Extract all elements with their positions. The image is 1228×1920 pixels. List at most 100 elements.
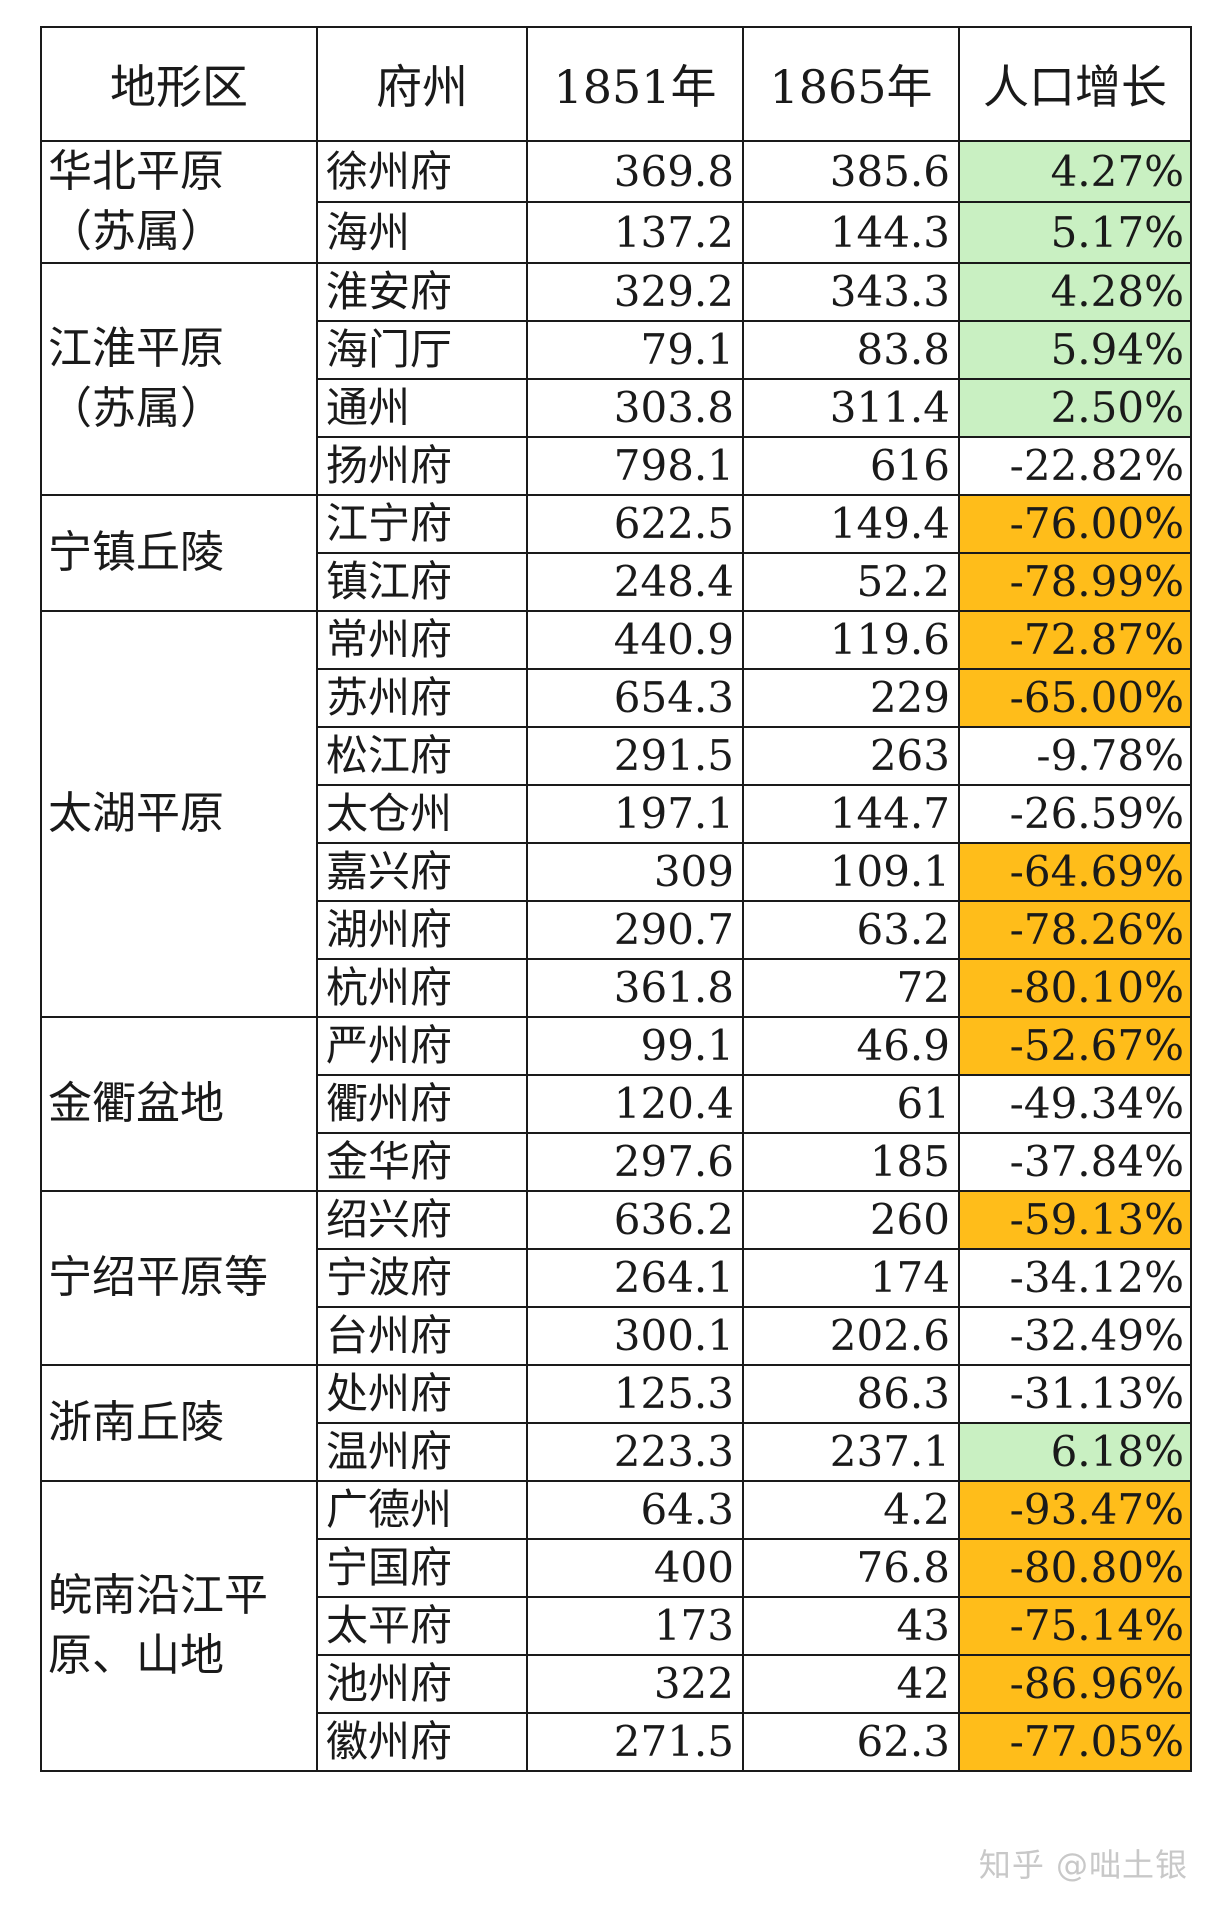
table-row: 台州府 300.1 202.6 -32.49%	[41, 1306, 1192, 1366]
region-cell: 华北平原（苏属）	[40, 140, 318, 264]
value-1865-cell: 237.1	[742, 1422, 960, 1482]
growth-cell: -37.84%	[958, 1132, 1192, 1192]
value-1851-cell: 248.4	[526, 552, 744, 612]
table-row: 衢州府 120.4 61 -49.34%	[41, 1074, 1192, 1134]
prefecture-cell: 徽州府	[316, 1712, 528, 1772]
value-1851-cell: 329.2	[526, 262, 744, 322]
value-1851-cell: 290.7	[526, 900, 744, 960]
table-row: 江淮平原（苏属） 淮安府 329.2 343.3 4.28%	[40, 262, 1192, 496]
value-1865-cell: 83.8	[742, 320, 960, 380]
value-1865-cell: 63.2	[742, 900, 960, 960]
growth-cell: -22.82%	[958, 436, 1192, 496]
growth-cell: 5.17%	[958, 201, 1192, 264]
value-1851-cell: 99.1	[526, 1016, 744, 1076]
value-1865-cell: 62.3	[742, 1712, 960, 1772]
value-1851-cell: 291.5	[526, 726, 744, 786]
value-1865-cell: 616	[742, 436, 960, 496]
table-row: 太湖平原 常州府 440.9 119.6 -72.87%	[40, 610, 1192, 1018]
prefecture-cell: 海门厅	[316, 320, 528, 380]
growth-cell: -26.59%	[958, 784, 1192, 844]
value-1851-cell: 271.5	[526, 1712, 744, 1772]
prefecture-cell: 江宁府	[316, 494, 528, 554]
value-1865-cell: 61	[742, 1074, 960, 1134]
value-1865-cell: 52.2	[742, 552, 960, 612]
value-1865-cell: 4.2	[742, 1480, 960, 1540]
growth-cell: -80.10%	[958, 958, 1192, 1018]
region-cell: 宁镇丘陵	[40, 494, 318, 612]
table-row: 宁波府 264.1 174 -34.12%	[41, 1248, 1192, 1308]
value-1851-cell: 64.3	[526, 1480, 744, 1540]
value-1851-cell: 264.1	[526, 1248, 744, 1308]
growth-cell: -77.05%	[958, 1712, 1192, 1772]
header-row: 地形区 府州 1851年 1865年 人口增长	[40, 26, 1192, 142]
value-1851-cell: 654.3	[526, 668, 744, 728]
growth-cell: -76.00%	[958, 494, 1192, 554]
growth-cell: 6.18%	[958, 1422, 1192, 1482]
prefecture-cell: 温州府	[316, 1422, 528, 1482]
value-1851-cell: 197.1	[526, 784, 744, 844]
value-1851-cell: 322	[526, 1654, 744, 1714]
value-1865-cell: 76.8	[742, 1538, 960, 1598]
prefecture-cell: 太平府	[316, 1596, 528, 1656]
value-1865-cell: 202.6	[742, 1306, 960, 1366]
table-row: 湖州府 290.7 63.2 -78.26%	[41, 900, 1192, 960]
prefecture-cell: 海州	[316, 201, 528, 264]
value-1851-cell: 173	[526, 1596, 744, 1656]
growth-cell: -65.00%	[958, 668, 1192, 728]
value-1851-cell: 798.1	[526, 436, 744, 496]
growth-cell: -75.14%	[958, 1596, 1192, 1656]
value-1851-cell: 622.5	[526, 494, 744, 554]
growth-cell: -52.67%	[958, 1016, 1192, 1076]
population-table: 地形区 府州 1851年 1865年 人口增长 华北平原（苏属） 徐州府 369.8…	[40, 26, 1192, 1772]
growth-cell: -86.96%	[958, 1654, 1192, 1714]
table-row: 苏州府 654.3 229 -65.00%	[41, 668, 1192, 728]
growth-cell: -64.69%	[958, 842, 1192, 902]
table-row: 金华府 297.6 185 -37.84%	[41, 1132, 1192, 1192]
growth-cell: -31.13%	[958, 1364, 1192, 1424]
prefecture-cell: 松江府	[316, 726, 528, 786]
value-1865-cell: 149.4	[742, 494, 960, 554]
growth-cell: -93.47%	[958, 1480, 1192, 1540]
prefecture-cell: 严州府	[316, 1016, 528, 1076]
table-row: 宁绍平原等 绍兴府 636.2 260 -59.13%	[40, 1190, 1192, 1366]
prefecture-cell: 常州府	[316, 610, 528, 670]
value-1865-cell: 42	[742, 1654, 960, 1714]
value-1851-cell: 309	[526, 842, 744, 902]
header-year-1851: 1851年	[526, 26, 744, 142]
value-1865-cell: 260	[742, 1190, 960, 1250]
value-1865-cell: 109.1	[742, 842, 960, 902]
value-1851-cell: 303.8	[526, 378, 744, 438]
prefecture-cell: 杭州府	[316, 958, 528, 1018]
table-row: 嘉兴府 309 109.1 -64.69%	[41, 842, 1192, 902]
table-row: 太仓州 197.1 144.7 -26.59%	[41, 784, 1192, 844]
value-1851-cell: 300.1	[526, 1306, 744, 1366]
value-1851-cell: 297.6	[526, 1132, 744, 1192]
table-row: 徽州府 271.5 62.3 -77.05%	[41, 1712, 1192, 1772]
table-row: 杭州府 361.8 72 -80.10%	[41, 958, 1192, 1018]
value-1865-cell: 43	[742, 1596, 960, 1656]
growth-cell: -72.87%	[958, 610, 1192, 670]
table-row: 通州 303.8 311.4 2.50%	[41, 378, 1192, 438]
header-prefecture: 府州	[316, 26, 528, 142]
table-row: 宁镇丘陵 江宁府 622.5 149.4 -76.00%	[40, 494, 1192, 612]
region-cell: 浙南丘陵	[40, 1364, 318, 1482]
region-cell: 皖南沿江平原、山地	[40, 1480, 318, 1772]
region-cell: 江淮平原（苏属）	[40, 262, 318, 496]
growth-cell: -80.80%	[958, 1538, 1192, 1598]
table-row: 华北平原（苏属） 徐州府 369.8 385.6 4.27%	[40, 140, 1192, 264]
value-1865-cell: 144.7	[742, 784, 960, 844]
growth-cell: -59.13%	[958, 1190, 1192, 1250]
value-1865-cell: 46.9	[742, 1016, 960, 1076]
value-1865-cell: 263	[742, 726, 960, 786]
value-1865-cell: 229	[742, 668, 960, 728]
prefecture-cell: 金华府	[316, 1132, 528, 1192]
value-1865-cell: 185	[742, 1132, 960, 1192]
prefecture-cell: 徐州府	[316, 140, 528, 203]
growth-cell: 2.50%	[958, 378, 1192, 438]
value-1851-cell: 79.1	[526, 320, 744, 380]
header-terrain-region: 地形区	[40, 26, 318, 142]
prefecture-cell: 湖州府	[316, 900, 528, 960]
region-cell: 宁绍平原等	[40, 1190, 318, 1366]
table-row: 池州府 322 42 -86.96%	[41, 1654, 1192, 1714]
growth-cell: -9.78%	[958, 726, 1192, 786]
